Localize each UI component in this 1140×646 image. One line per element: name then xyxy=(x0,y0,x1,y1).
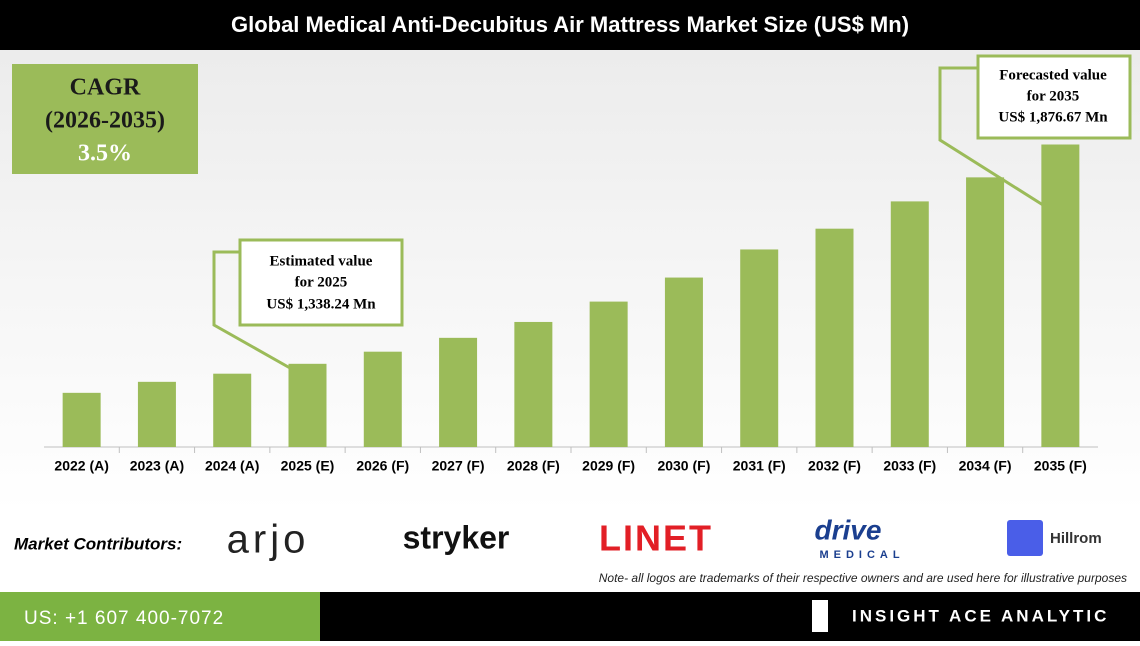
x-tick-label: 2028 (F) xyxy=(507,458,560,474)
callout-connector xyxy=(212,250,291,370)
brand: INSIGHT ACE ANALYTIC xyxy=(852,606,1109,625)
x-tick-label: 2023 (A) xyxy=(130,458,184,474)
logo: drive xyxy=(815,514,882,545)
x-tick-label: 2027 (F) xyxy=(432,458,485,474)
bar xyxy=(815,228,854,447)
bar xyxy=(137,381,176,447)
callout-text: Estimated value xyxy=(270,253,373,269)
plot: 2022 (A) 2023 (A) 2024 (A) 2025 (E) 2026 (F)… xyxy=(54,144,1087,474)
x-tick-label: 2030 (F) xyxy=(657,458,710,474)
brand-icon xyxy=(812,600,828,632)
callout-text: US$ 1,338.24 Mn xyxy=(266,296,376,312)
logo: arjo xyxy=(227,518,310,562)
x-tick-label: 2029 (F) xyxy=(582,458,635,474)
x-tick-label: 2035 (F) xyxy=(1034,458,1087,474)
x-tick-label: 2025 (E) xyxy=(281,458,335,474)
phone: US: +1 607 400-7072 xyxy=(24,608,224,629)
cagr-label: CAGR xyxy=(70,75,141,101)
x-tick-label: 2032 (F) xyxy=(808,458,861,474)
note: Note- all logos are trademarks of their … xyxy=(599,571,1127,585)
callout-text: for 2025 xyxy=(295,274,348,290)
callout-text: for 2035 xyxy=(1027,88,1080,104)
bar xyxy=(514,321,553,447)
bar xyxy=(890,201,929,447)
x-tick-label: 2026 (F) xyxy=(356,458,409,474)
cagr-period: (2026-2035) xyxy=(45,108,165,134)
x-tick-label: 2024 (A) xyxy=(205,458,259,474)
contributors-area xyxy=(0,512,1140,592)
bar xyxy=(439,337,478,447)
bar xyxy=(62,392,101,447)
bar xyxy=(966,177,1005,448)
callout-box xyxy=(238,238,404,327)
bar xyxy=(213,373,252,447)
logo: Hillrom xyxy=(1050,530,1102,547)
bar xyxy=(664,277,703,447)
callout-text: Forecasted value xyxy=(999,67,1107,83)
logo: LINET xyxy=(599,518,713,559)
x-tick-label: 2034 (F) xyxy=(959,458,1012,474)
callout-box xyxy=(976,54,1132,140)
x-tick-label: 2031 (F) xyxy=(733,458,786,474)
logo: MEDICAL xyxy=(819,549,904,561)
bar xyxy=(589,301,628,447)
title-bar xyxy=(0,0,1140,50)
bar xyxy=(288,363,327,447)
contributors-label: Market Contributors: xyxy=(14,534,182,553)
logo-icon xyxy=(1007,520,1043,556)
cagr-box xyxy=(12,64,198,174)
footer-left xyxy=(0,592,320,641)
logo: stryker xyxy=(403,519,510,555)
cagr-value: 3.5% xyxy=(78,141,132,167)
bar xyxy=(740,249,779,447)
x-tick-label: 2022 (A) xyxy=(54,458,108,474)
bar xyxy=(363,351,402,447)
bar xyxy=(1041,144,1080,447)
footer-right xyxy=(320,592,1140,641)
callout-connector xyxy=(938,66,1044,207)
chart-title: Global Medical Anti-Decubitus Air Mattre… xyxy=(231,12,909,37)
callout-text: US$ 1,876.67 Mn xyxy=(998,109,1108,125)
x-tick-label: 2033 (F) xyxy=(883,458,936,474)
